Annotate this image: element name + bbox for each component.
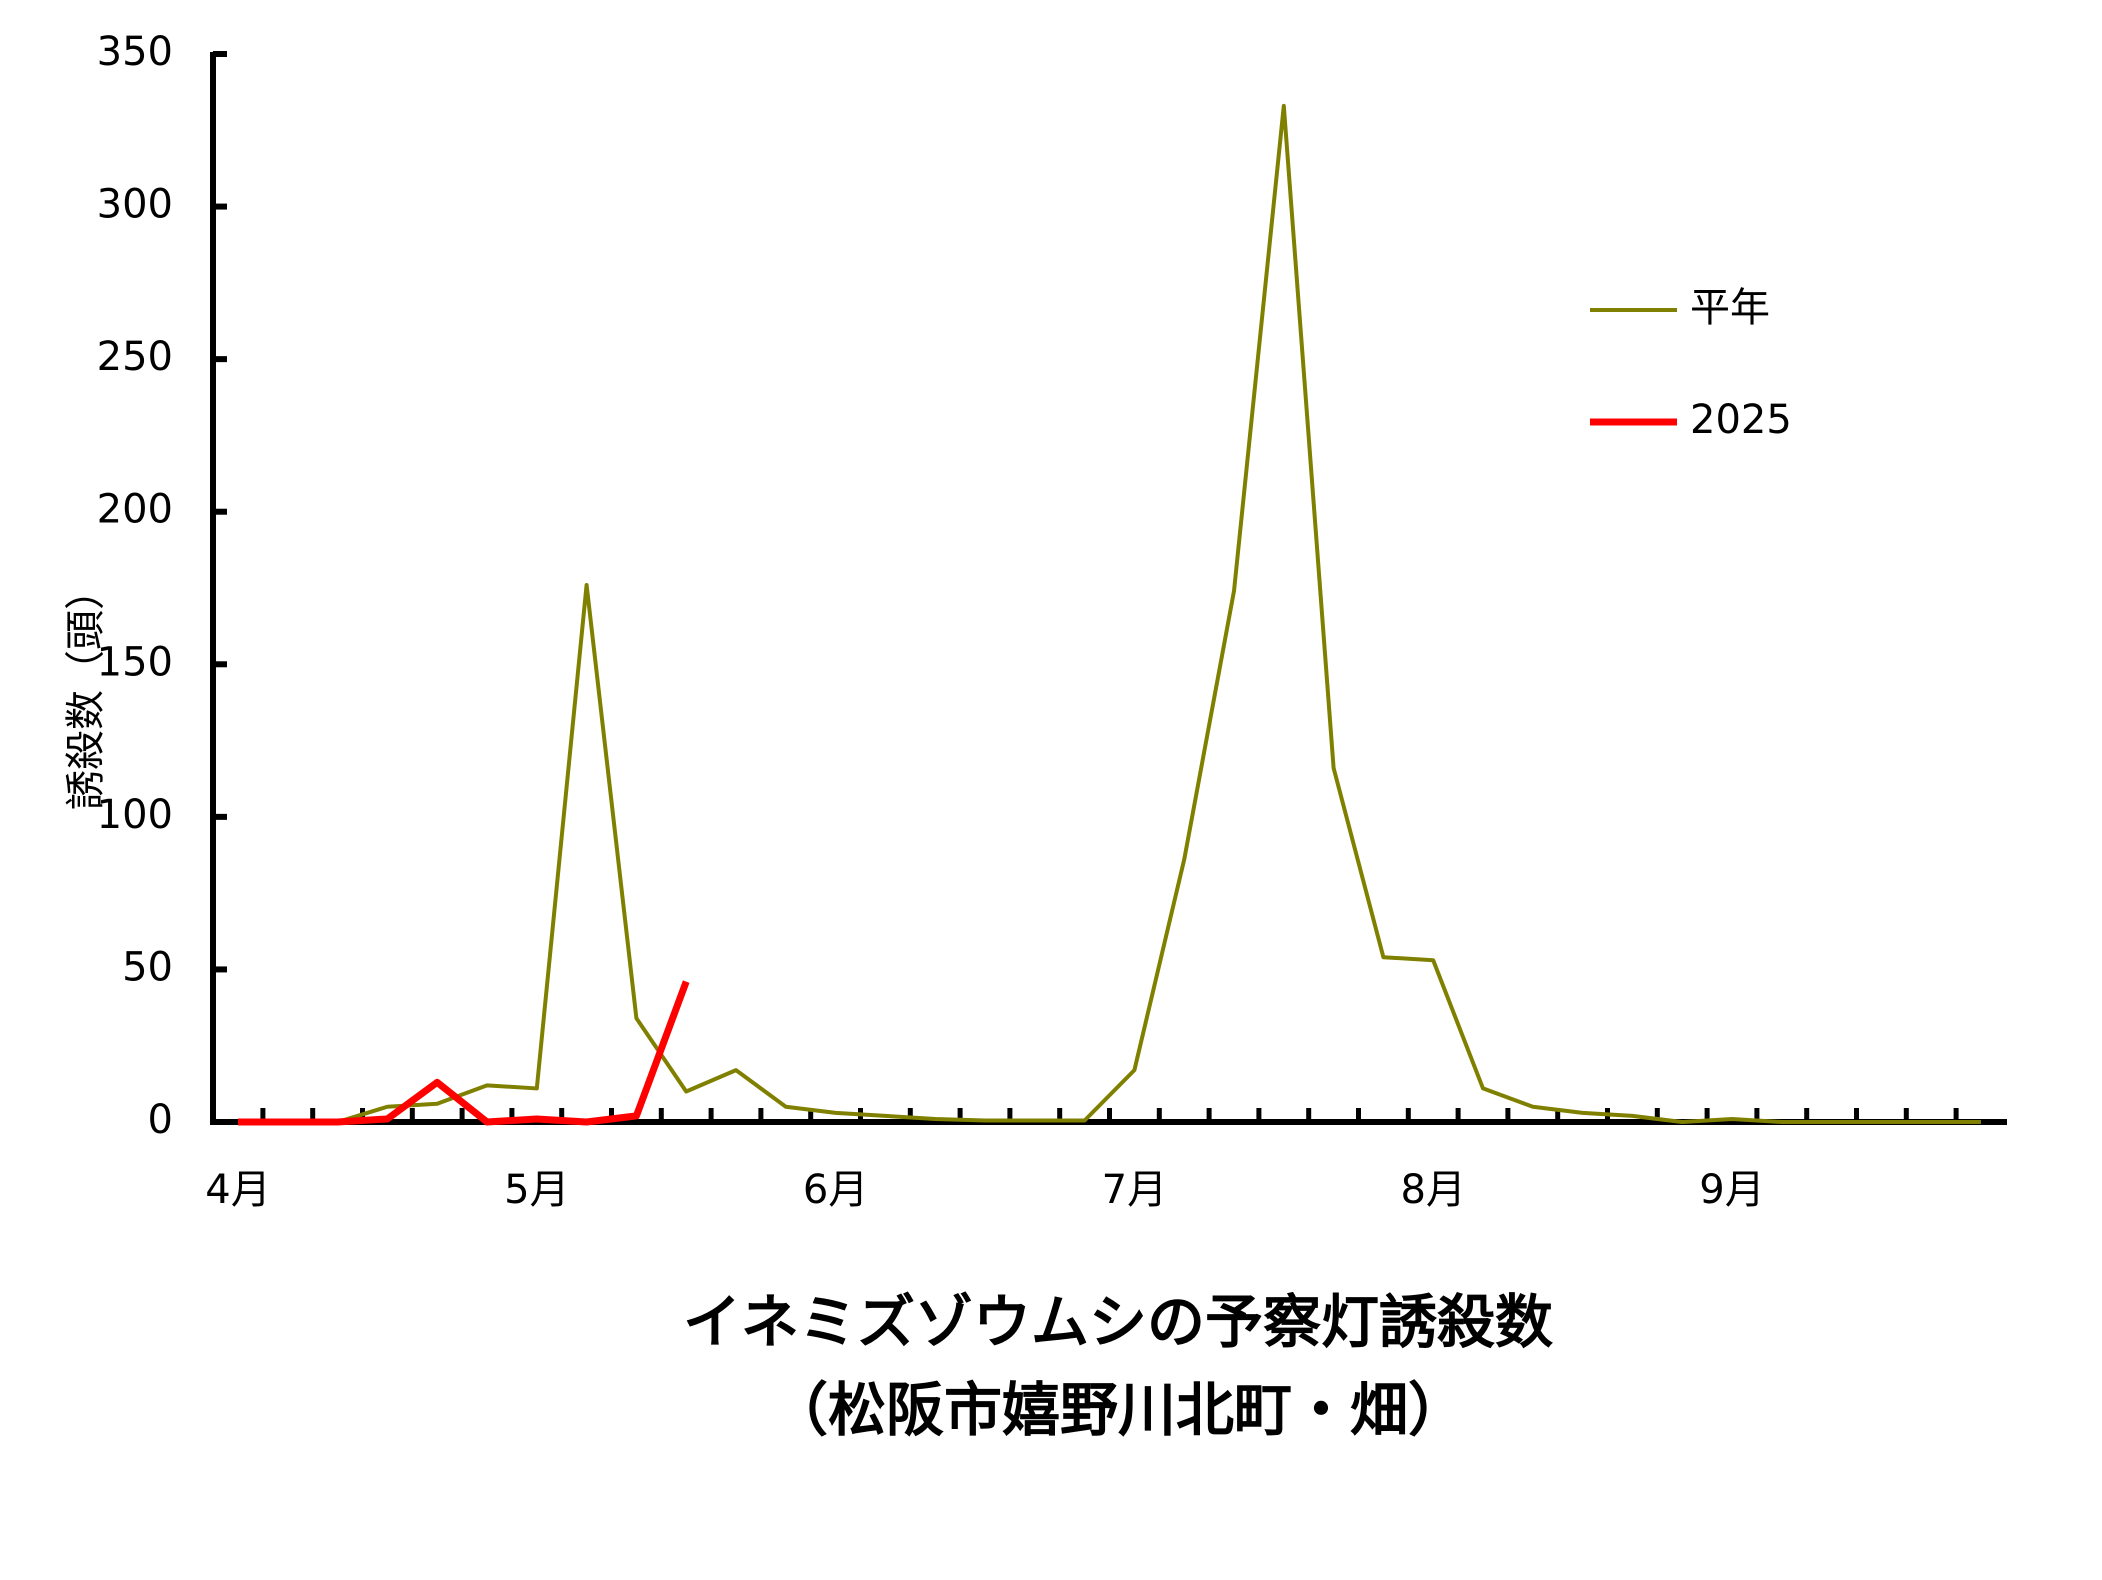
x-tick-label: 8月 bbox=[1400, 1167, 1465, 1213]
legend-label: 2025 bbox=[1690, 397, 1792, 443]
y-tick-label: 200 bbox=[97, 487, 173, 533]
legend-label: 平年 bbox=[1690, 285, 1770, 331]
y-axis-label: 誘殺数（頭） bbox=[63, 570, 109, 810]
chart-subtitle: （松阪市嬉野川北町・畑） bbox=[770, 1376, 1466, 1444]
y-tick-label: 0 bbox=[148, 1097, 173, 1143]
y-tick-label: 300 bbox=[97, 182, 173, 228]
chart-title: イネミズゾウムシの予察灯誘殺数 bbox=[683, 1288, 1553, 1356]
y-tick-label: 50 bbox=[122, 944, 173, 990]
line-series bbox=[238, 980, 690, 1126]
y-tick-label: 100 bbox=[97, 792, 173, 838]
x-tick-label: 6月 bbox=[803, 1167, 868, 1213]
line-series bbox=[238, 103, 1981, 1124]
x-tick-label: 4月 bbox=[205, 1167, 270, 1213]
x-tick-label: 7月 bbox=[1102, 1167, 1167, 1213]
y-tick-label: 150 bbox=[97, 639, 173, 685]
y-tick-label: 350 bbox=[97, 29, 173, 75]
x-tick-label: 9月 bbox=[1699, 1167, 1764, 1213]
y-tick-label: 250 bbox=[97, 334, 173, 380]
x-tick-label: 5月 bbox=[504, 1167, 569, 1213]
